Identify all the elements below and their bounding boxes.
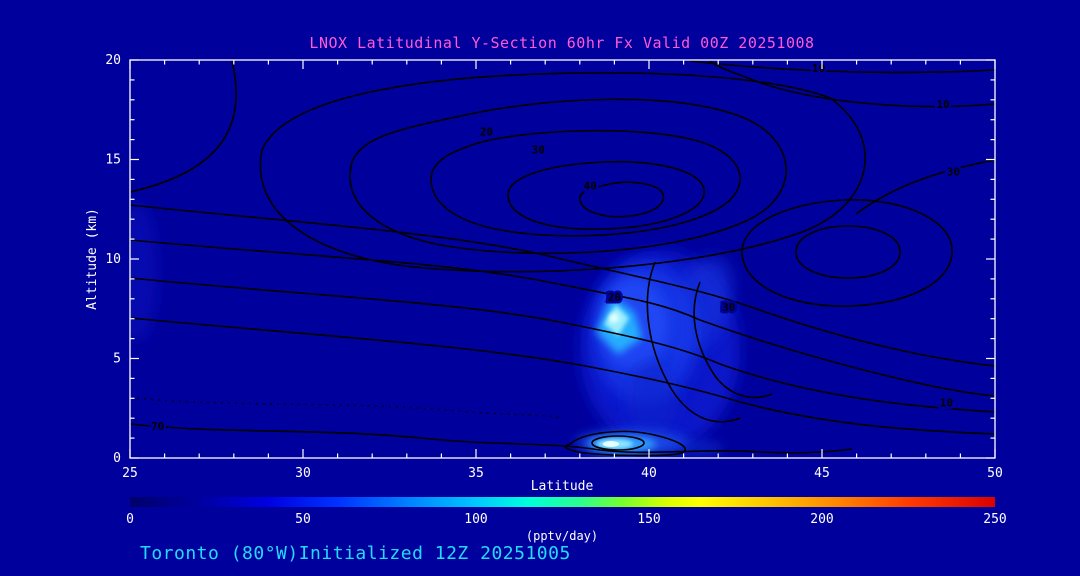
- x-tick-label: 45: [814, 466, 830, 481]
- x-axis-title: Latitude: [531, 479, 594, 494]
- contour-lines: [130, 60, 995, 457]
- left-edge-faint-fill: [130, 202, 158, 342]
- y-tick-label: 5: [113, 352, 121, 367]
- contour-line: [709, 60, 995, 108]
- contour-line: [507, 160, 705, 230]
- contour-line: [130, 204, 995, 367]
- contour-label: 10: [812, 62, 825, 75]
- contour-line: [130, 317, 995, 435]
- contour-label: 30: [722, 301, 735, 314]
- x-tick-label: 50: [987, 466, 1003, 481]
- x-tick-label: 25: [122, 466, 138, 481]
- contour-line: [130, 277, 995, 413]
- colorbar-tick-label: 0: [126, 512, 134, 527]
- contour-label: 20: [608, 291, 621, 304]
- contour-line: [855, 159, 995, 215]
- footer-annotation: Toronto (80°W)Initialized 12Z 20251005: [140, 543, 571, 564]
- contour-line-dotted: [130, 397, 561, 419]
- y-tick-label: 20: [105, 53, 121, 68]
- contour-label: 70: [151, 420, 164, 433]
- contour-line: [646, 261, 741, 423]
- contour-label: 10: [936, 98, 949, 111]
- contour-line: [130, 423, 853, 454]
- contour-label: 40: [584, 179, 597, 192]
- colorbar-tick-labels: 0 50 100 150 200 250: [126, 512, 1007, 527]
- contour-line: [565, 430, 686, 457]
- contour-label: 30: [532, 144, 545, 157]
- surface-max-core: [603, 441, 619, 447]
- contour-line: [795, 225, 901, 279]
- y-tick-label: 15: [105, 153, 121, 168]
- contour-line: [259, 72, 866, 273]
- contour-label: 10: [940, 396, 953, 409]
- y-tick-label: 0: [113, 451, 121, 466]
- plume-core: [609, 313, 619, 323]
- colorbar-tick-label: 200: [810, 512, 833, 527]
- contour-line: [130, 239, 995, 397]
- plume-fill-tail: [626, 360, 678, 436]
- filled-contour-regions: [130, 202, 740, 455]
- y-axis-title: Altitude (km): [85, 208, 100, 310]
- contour-label: 30: [947, 165, 960, 178]
- y-tick-label: 10: [105, 252, 121, 267]
- contour-value-labels: 10 10 30 20 30 40 20 30 10 70: [149, 59, 963, 435]
- colorbar-tick-label: 100: [464, 512, 487, 527]
- x-tick-label: 40: [641, 466, 657, 481]
- contour-line: [430, 129, 741, 237]
- colorbar-tick-label: 150: [637, 512, 660, 527]
- contour-line: [689, 60, 995, 74]
- contour-line: [693, 281, 773, 399]
- colorbar-tick-label: 50: [295, 512, 311, 527]
- axis-ticks: 25 30 35 40 45 50 0 5 10 15 20: [105, 53, 1002, 481]
- colorbar-units-label: (pptv/day): [526, 529, 598, 543]
- contour-line: [130, 60, 237, 193]
- contour-line: [349, 98, 787, 255]
- chart-title: LNOX Latitudinal Y-Section 60hr Fx Valid…: [309, 34, 814, 52]
- colorbar-tick-label: 250: [983, 512, 1006, 527]
- x-tick-label: 30: [295, 466, 311, 481]
- contour-line: [591, 435, 645, 451]
- x-tick-label: 35: [468, 466, 484, 481]
- contour-line: [741, 199, 953, 307]
- contour-line: [579, 181, 665, 218]
- contour-label: 20: [480, 126, 493, 139]
- colorbar-gradient: [130, 497, 995, 507]
